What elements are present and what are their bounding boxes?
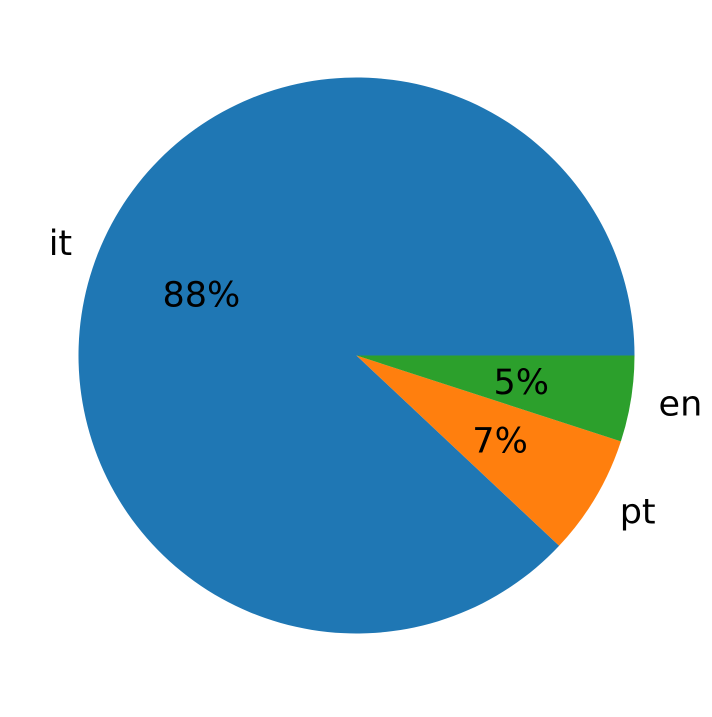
pie-slice-label-it: it xyxy=(49,224,72,264)
pie-slice-pt xyxy=(356,355,621,546)
pie-slice-label-en: en xyxy=(659,385,703,425)
pie-slice-label-pt: pt xyxy=(620,492,656,532)
pie-pct-label-it: 88% xyxy=(163,275,241,315)
pie-pct-label-en: 5% xyxy=(493,363,549,403)
pie-slice-en xyxy=(356,355,635,442)
pie-slice-it xyxy=(78,77,635,634)
pie-pct-label-pt: 7% xyxy=(472,422,528,462)
